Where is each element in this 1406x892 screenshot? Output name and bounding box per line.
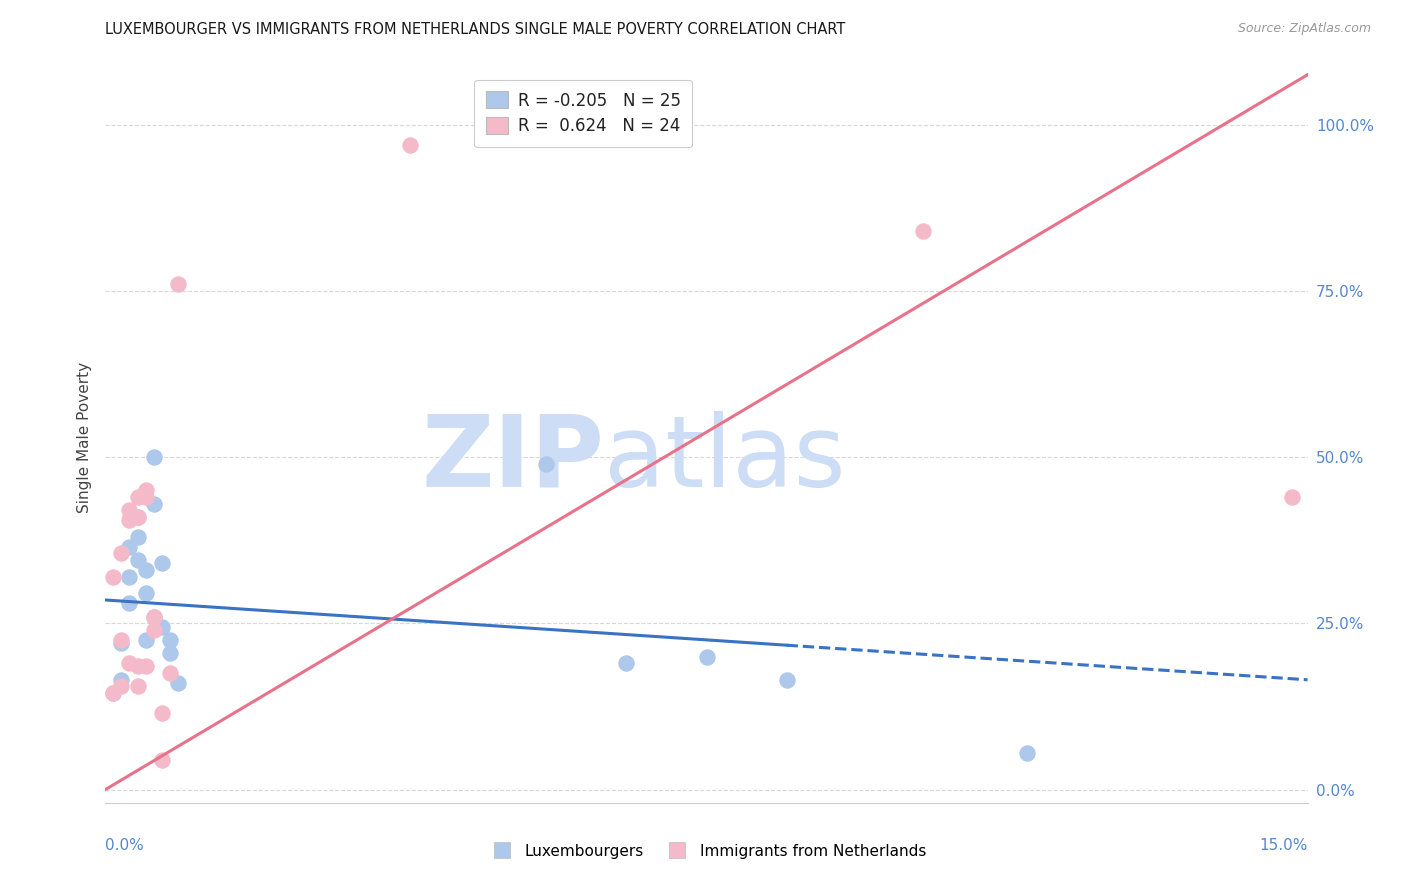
Legend: Luxembourgers, Immigrants from Netherlands: Luxembourgers, Immigrants from Netherlan… xyxy=(481,838,932,864)
Point xyxy=(127,680,149,694)
Point xyxy=(1017,746,1039,760)
Point xyxy=(616,656,638,670)
Point xyxy=(150,753,173,767)
Point xyxy=(166,277,188,292)
Point xyxy=(118,513,141,527)
Point xyxy=(127,509,149,524)
Point xyxy=(159,666,181,681)
Point xyxy=(135,586,157,600)
Text: LUXEMBOURGER VS IMMIGRANTS FROM NETHERLANDS SINGLE MALE POVERTY CORRELATION CHAR: LUXEMBOURGER VS IMMIGRANTS FROM NETHERLA… xyxy=(105,22,846,37)
Point xyxy=(142,623,165,637)
Point xyxy=(118,503,141,517)
Point xyxy=(118,596,141,610)
Point xyxy=(776,673,799,687)
Y-axis label: Single Male Poverty: Single Male Poverty xyxy=(76,361,91,513)
Point xyxy=(110,673,132,687)
Text: Source: ZipAtlas.com: Source: ZipAtlas.com xyxy=(1237,22,1371,36)
Point xyxy=(118,656,141,670)
Text: 0.0%: 0.0% xyxy=(105,838,145,853)
Point xyxy=(159,632,181,647)
Point xyxy=(911,224,934,238)
Point xyxy=(103,686,125,700)
Point xyxy=(127,659,149,673)
Point xyxy=(534,457,557,471)
Point xyxy=(127,530,149,544)
Point xyxy=(127,490,149,504)
Point xyxy=(399,137,422,152)
Point xyxy=(142,609,165,624)
Point xyxy=(142,497,165,511)
Point xyxy=(135,563,157,577)
Point xyxy=(142,450,165,464)
Text: 15.0%: 15.0% xyxy=(1260,838,1308,853)
Point xyxy=(103,686,125,700)
Point xyxy=(135,490,157,504)
Point xyxy=(142,609,165,624)
Point xyxy=(103,570,125,584)
Point xyxy=(150,557,173,571)
Point xyxy=(127,553,149,567)
Point xyxy=(150,706,173,720)
Text: atlas: atlas xyxy=(605,410,846,508)
Point xyxy=(135,483,157,498)
Point xyxy=(150,619,173,633)
Point xyxy=(135,659,157,673)
Point xyxy=(110,632,132,647)
Point xyxy=(110,636,132,650)
Point xyxy=(127,509,149,524)
Point xyxy=(135,632,157,647)
Point xyxy=(166,676,188,690)
Point xyxy=(118,540,141,554)
Point xyxy=(696,649,718,664)
Text: ZIP: ZIP xyxy=(422,410,605,508)
Point xyxy=(110,546,132,560)
Point xyxy=(110,680,132,694)
Point xyxy=(159,646,181,660)
Point xyxy=(1281,490,1303,504)
Point xyxy=(118,570,141,584)
